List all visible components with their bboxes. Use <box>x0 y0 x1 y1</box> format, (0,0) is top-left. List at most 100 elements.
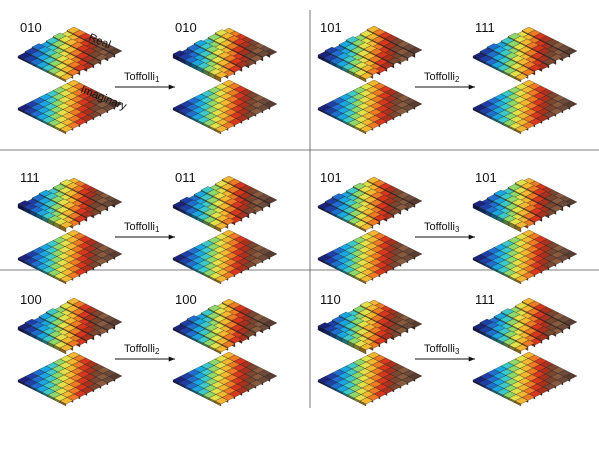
bar-plot <box>17 177 123 233</box>
bar-top <box>87 58 102 66</box>
bar-top <box>535 210 550 218</box>
bar-plot <box>472 297 578 355</box>
gate-name: Toffolli <box>124 221 155 233</box>
gate-name: Toffolli <box>424 221 455 233</box>
input-label: 010 <box>20 20 42 35</box>
gate-index: 1 <box>155 75 160 84</box>
input-label: 101 <box>320 20 342 35</box>
bar-top <box>549 53 564 61</box>
bar-top <box>373 214 388 222</box>
bar-plot <box>172 175 278 233</box>
bar-top <box>387 57 402 65</box>
bar-top <box>101 200 116 208</box>
bar-top <box>366 218 381 226</box>
bar-top <box>214 222 229 230</box>
bar-top <box>528 215 543 223</box>
bar-top <box>235 211 250 219</box>
bar-plot <box>472 26 578 83</box>
bar-top <box>366 67 381 75</box>
bar-top <box>514 397 529 405</box>
bar-plot <box>17 351 123 407</box>
bar-top <box>359 72 374 80</box>
bar-top <box>563 318 578 326</box>
bar-top <box>214 345 229 353</box>
gate-label: Toffolli2 <box>124 343 160 356</box>
bar-top <box>59 73 74 81</box>
bar-top <box>73 64 88 72</box>
bar-top <box>256 50 271 58</box>
bar-plot <box>472 351 578 407</box>
bar-top <box>521 339 536 347</box>
bar-top <box>373 337 388 345</box>
gate-label: Toffolli1 <box>124 221 160 234</box>
bar-top <box>228 336 243 344</box>
bar-plot <box>172 351 278 407</box>
gate-name: Toffolli <box>124 71 155 83</box>
gate-name: Toffolli <box>424 71 455 83</box>
bar-top <box>563 47 578 55</box>
bar-top <box>359 275 374 283</box>
output-label: 111 <box>475 292 495 307</box>
input-label: 101 <box>320 170 342 185</box>
bar-plot <box>317 25 423 83</box>
bar-top <box>59 221 74 229</box>
bar-plot <box>472 79 578 135</box>
bar-top <box>359 223 374 231</box>
bar-top <box>359 343 374 351</box>
bar-top <box>556 323 571 331</box>
bar-top <box>108 47 123 55</box>
bar-top <box>535 333 550 341</box>
bar-top <box>359 397 374 405</box>
gate-index: 1 <box>155 225 160 234</box>
bar-top <box>221 340 236 348</box>
bar-top <box>214 275 229 283</box>
bar-top <box>542 58 557 66</box>
bar-plot <box>172 298 278 355</box>
bar-top <box>521 68 536 76</box>
bar-plot <box>317 351 423 407</box>
bar-plot <box>172 27 278 83</box>
bar-top <box>235 60 250 68</box>
bar-top <box>514 221 529 229</box>
bar-top <box>380 332 395 340</box>
bar-top <box>380 61 395 69</box>
bar-top <box>59 125 74 133</box>
gate-index: 3 <box>455 225 460 234</box>
bar-top <box>401 51 416 59</box>
output-label: 011 <box>175 170 196 185</box>
input-label: 111 <box>20 170 40 185</box>
bar-top <box>249 54 264 62</box>
output-label: 111 <box>475 20 495 35</box>
bar-top <box>387 208 402 216</box>
bar-top <box>359 125 374 133</box>
bar-top <box>59 344 74 352</box>
gate-index: 2 <box>155 347 160 356</box>
gate-label: Toffolli3 <box>424 343 460 356</box>
input-label: 110 <box>320 292 341 307</box>
bar-top <box>408 46 423 54</box>
bar-top <box>221 217 236 225</box>
bar-top <box>59 397 74 405</box>
bar-top <box>249 325 264 333</box>
bar-plot <box>317 229 423 285</box>
bar-plot <box>317 299 423 355</box>
gate-label: Toffolli1 <box>124 71 160 84</box>
bar-top <box>214 397 229 405</box>
bar-top <box>94 53 109 61</box>
bar-top <box>514 125 529 133</box>
bar-top <box>394 326 409 334</box>
gate-label: Toffolli2 <box>424 71 460 84</box>
bar-plot <box>472 177 578 233</box>
gate-name: Toffolli <box>424 343 455 355</box>
bar-top <box>394 203 409 211</box>
bar-top <box>66 339 81 347</box>
bar-top <box>514 344 529 352</box>
bar-plot <box>172 79 278 135</box>
bar-plot <box>17 229 123 285</box>
bar-top <box>66 68 81 76</box>
bar-top <box>256 201 271 209</box>
bar-top <box>401 322 416 330</box>
gate-label: Toffolli3 <box>424 221 460 234</box>
bar-plot <box>17 26 123 83</box>
